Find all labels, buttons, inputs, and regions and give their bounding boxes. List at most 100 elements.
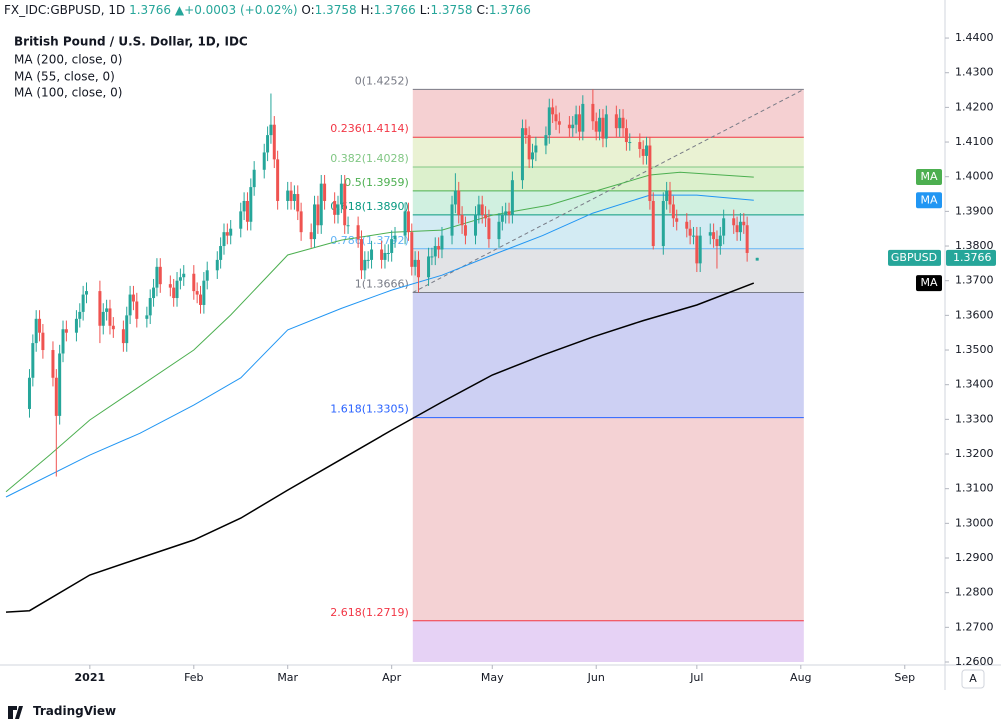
candle-body [131, 294, 135, 302]
candle-body [192, 273, 196, 292]
legend-entry: British Pound / U.S. Dollar, 1D, IDC [14, 35, 248, 49]
y-tick-label: 1.3400 [955, 378, 994, 391]
candle-body [145, 315, 149, 319]
candle-body [152, 287, 156, 299]
auto-scale-button[interactable] [961, 669, 985, 689]
ohlc: O:1.3758 H:1.3766 L:1.3758 C:1.3766 [301, 3, 535, 17]
candle-body [34, 318, 38, 344]
candle-body [712, 232, 716, 240]
symbol: FX_IDC:GBPUSD, 1D [4, 3, 126, 17]
candle-body [205, 270, 209, 281]
x-tick-label: Aug [790, 671, 811, 684]
candle-body [648, 145, 652, 201]
candle-body [172, 287, 176, 299]
candle-body [534, 145, 538, 153]
x-tick-label: Jul [689, 671, 703, 684]
candle-body [437, 246, 441, 250]
candle-body [413, 259, 417, 267]
candle-body [416, 259, 420, 278]
candle-body [638, 142, 642, 149]
candle-body [675, 218, 679, 222]
legend-entry: MA (200, close, 0) [14, 53, 122, 67]
y-tick-label: 1.4400 [955, 31, 994, 44]
candle-body [366, 259, 370, 261]
candle-body [61, 329, 65, 354]
candle-body [242, 200, 246, 212]
candle-body [524, 128, 528, 136]
y-tick-label: 1.3000 [955, 516, 994, 529]
fib-band [412, 292, 804, 418]
candle-body [547, 107, 551, 136]
fib-label: 0(1.4252) [355, 74, 409, 87]
candle-body [390, 239, 394, 253]
y-tick-label: 1.4000 [955, 170, 994, 183]
candle-body [175, 280, 179, 299]
candle-body [708, 232, 712, 236]
fib-band [412, 417, 804, 621]
candle-body [128, 294, 132, 316]
ma-label: MA [920, 193, 937, 206]
candle-body [624, 128, 628, 143]
y-tick-label: 1.3700 [955, 274, 994, 287]
candle-body [544, 135, 548, 146]
price-axis-bg [945, 0, 1001, 722]
candle-body [195, 291, 199, 295]
candle-body [410, 232, 414, 267]
candle-body [698, 235, 702, 264]
candle-body [356, 225, 360, 240]
candle-body [527, 135, 531, 160]
candle-body [41, 332, 45, 351]
candle-body [245, 200, 249, 222]
candle-body [688, 228, 692, 236]
fib-band [412, 89, 804, 138]
candle-body [158, 266, 162, 285]
y-tick-label: 1.2800 [955, 586, 994, 599]
candle-body [665, 190, 669, 201]
candle-body [380, 249, 384, 260]
y-tick-label: 1.4100 [955, 135, 994, 148]
fib-trend-line [412, 88, 805, 293]
candle-body [38, 318, 42, 333]
candle-body [460, 214, 464, 226]
candle-body [577, 114, 581, 132]
y-tick-label: 1.3500 [955, 343, 994, 356]
candle-body [370, 249, 374, 260]
symbol-label-bg [888, 249, 941, 266]
candle-body [249, 187, 253, 222]
candle-body [101, 311, 105, 326]
x-tick-label: Mar [277, 671, 298, 684]
fib-band [412, 248, 804, 293]
candle-body [225, 232, 229, 236]
ma-label: MA [920, 170, 937, 183]
candle-body [319, 183, 323, 226]
candle-body [614, 114, 618, 129]
y-tick-label: 1.2900 [955, 551, 994, 564]
candle-body [457, 190, 461, 215]
ohlc-label: H: [360, 3, 374, 17]
last-price: 1.3766 [129, 3, 172, 17]
candle-body [651, 200, 655, 247]
moving-average [5, 194, 754, 498]
fib-label: 0.786(1.3792) [330, 234, 409, 247]
candle-body [229, 228, 233, 236]
candle-body [742, 221, 746, 226]
candle-body [755, 257, 759, 261]
candle-body [668, 190, 672, 205]
price-label-bg [946, 249, 996, 266]
candle-body [215, 259, 219, 271]
fib-label: 1.618(1.3305) [330, 403, 409, 416]
fib-band [412, 190, 804, 215]
candle-body [574, 114, 578, 125]
candle-body [299, 211, 303, 233]
y-tick-label: 1.4300 [955, 66, 994, 79]
candle-body [125, 315, 129, 344]
y-tick-label: 1.4200 [955, 100, 994, 113]
candle-body [108, 308, 112, 326]
candle-body [581, 103, 585, 132]
candle-body [31, 343, 35, 378]
footer-brand: TradingView [33, 704, 117, 718]
ohlc-label: C: [476, 3, 489, 17]
candle-body [313, 204, 317, 240]
candle-body [386, 252, 390, 254]
